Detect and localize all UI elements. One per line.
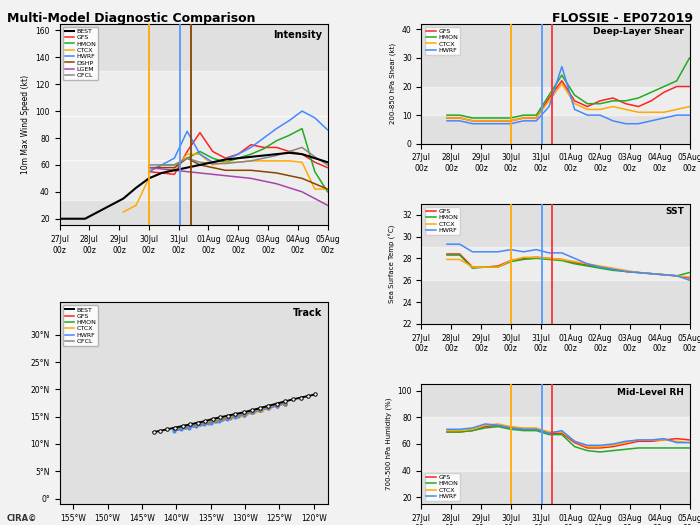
- Text: Mid-Level RH: Mid-Level RH: [617, 387, 684, 396]
- Bar: [421, 87, 690, 115]
- Text: Track: Track: [293, 308, 322, 318]
- Legend: GFS, HMON, CTCX, HWRF: GFS, HMON, CTCX, HWRF: [424, 473, 460, 501]
- Text: Multi-Model Diagnostic Comparison: Multi-Model Diagnostic Comparison: [7, 12, 256, 25]
- Text: Deep-Layer Shear: Deep-Layer Shear: [594, 27, 684, 36]
- Text: SST: SST: [665, 207, 684, 216]
- Text: CIRA©: CIRA©: [7, 513, 37, 522]
- Bar: [60, 71, 328, 117]
- Legend: GFS, HMON, CTCX, HWRF: GFS, HMON, CTCX, HWRF: [424, 27, 460, 55]
- Bar: [60, 160, 328, 200]
- Bar: [421, 417, 690, 470]
- Y-axis label: Sea Surface Temp (°C): Sea Surface Temp (°C): [389, 225, 396, 303]
- Y-axis label: 700-500 hPa Humidity (%): 700-500 hPa Humidity (%): [385, 398, 391, 490]
- Bar: [421, 247, 690, 280]
- Legend: BEST, GFS, HMON, CTCX, HWRF, DSHP, LGEM, OFCL: BEST, GFS, HMON, CTCX, HWRF, DSHP, LGEM,…: [62, 27, 98, 80]
- Legend: BEST, GFS, HMON, CTCX, HWRF, OFCL: BEST, GFS, HMON, CTCX, HWRF, OFCL: [62, 305, 98, 346]
- Bar: [60, 117, 328, 160]
- Text: Intensity: Intensity: [273, 30, 322, 40]
- Legend: GFS, HMON, CTCX, HWRF: GFS, HMON, CTCX, HWRF: [424, 207, 460, 235]
- Text: FLOSSIE - EP072019: FLOSSIE - EP072019: [552, 12, 693, 25]
- Y-axis label: 200-850 hPa Shear (kt): 200-850 hPa Shear (kt): [390, 43, 396, 124]
- Y-axis label: 10m Max Wind Speed (kt): 10m Max Wind Speed (kt): [21, 75, 29, 174]
